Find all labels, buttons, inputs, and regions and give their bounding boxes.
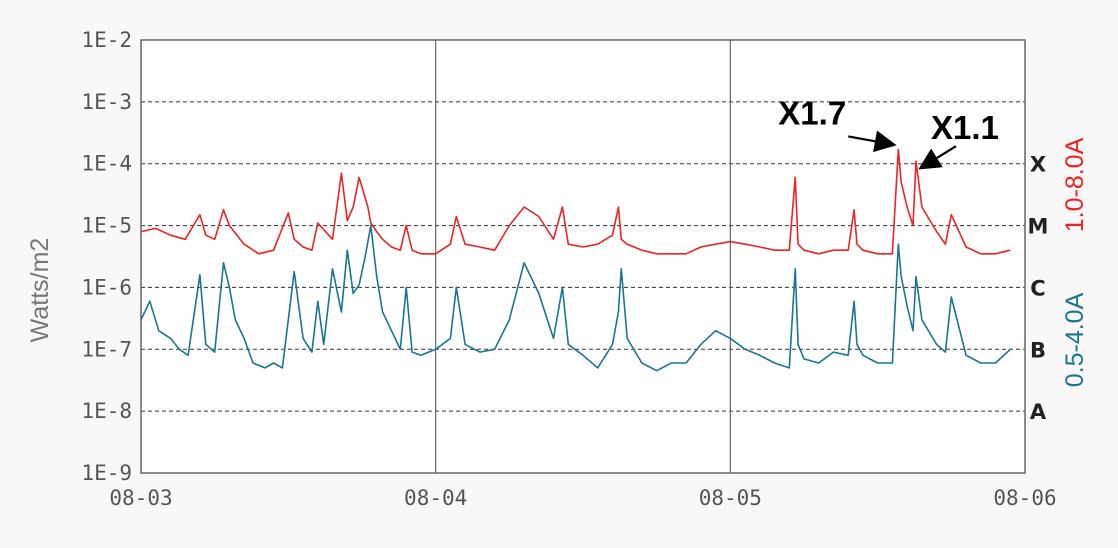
flare-class-label: B [1030, 338, 1046, 362]
series-layer [140, 148, 1011, 372]
y-tick-labels: 1E-9 1E-8 1E-7 1E-6 1E-5 1E-4 1E-3 1E-2 [81, 28, 132, 485]
series-label: 0.5-4.0A [1061, 292, 1089, 387]
annotation-label: X1.1 [931, 109, 999, 146]
y-axis-title: Watts/m2 [26, 238, 54, 343]
x-tick-label: 08-04 [404, 486, 467, 510]
y-tick-label: 1E-2 [81, 28, 132, 52]
grid-layer [141, 40, 1025, 473]
y-tick-label: 1E-6 [81, 275, 132, 299]
series-labels: 1.0-8.0A 0.5-4.0A [1061, 137, 1089, 387]
annotations: X1.7 X1.1 [778, 94, 999, 170]
x-tick-labels: 08-03 08-04 08-05 08-06 [109, 486, 1056, 510]
flare-class-label: C [1030, 276, 1045, 300]
x-tick-label: 08-05 [699, 486, 762, 510]
series-label: 1.0-8.0A [1061, 137, 1089, 232]
annotation-arrow [848, 130, 897, 153]
y-tick-label: 1E-5 [81, 214, 132, 238]
series-line [140, 148, 1011, 255]
annotation-label: X1.7 [778, 94, 846, 131]
plot-frame [140, 39, 1026, 474]
y-tick-label: 1E-3 [81, 90, 132, 114]
flare-class-label: M [1028, 215, 1049, 239]
flare-class-label: A [1030, 400, 1047, 424]
y-tick-label: 1E-7 [81, 337, 132, 361]
annotation-arrow [918, 145, 957, 170]
y-tick-label: 1E-8 [81, 399, 132, 423]
flare-class-labels: X M C B A [1028, 153, 1049, 424]
y-tick-label: 1E-4 [81, 152, 132, 176]
plot-background [141, 40, 1025, 473]
x-tick-label: 08-06 [993, 486, 1056, 510]
y-tick-label: 1E-9 [81, 461, 132, 485]
series-line [140, 224, 1011, 372]
flare-class-label: X [1030, 153, 1046, 177]
x-tick-label: 08-03 [109, 486, 172, 510]
